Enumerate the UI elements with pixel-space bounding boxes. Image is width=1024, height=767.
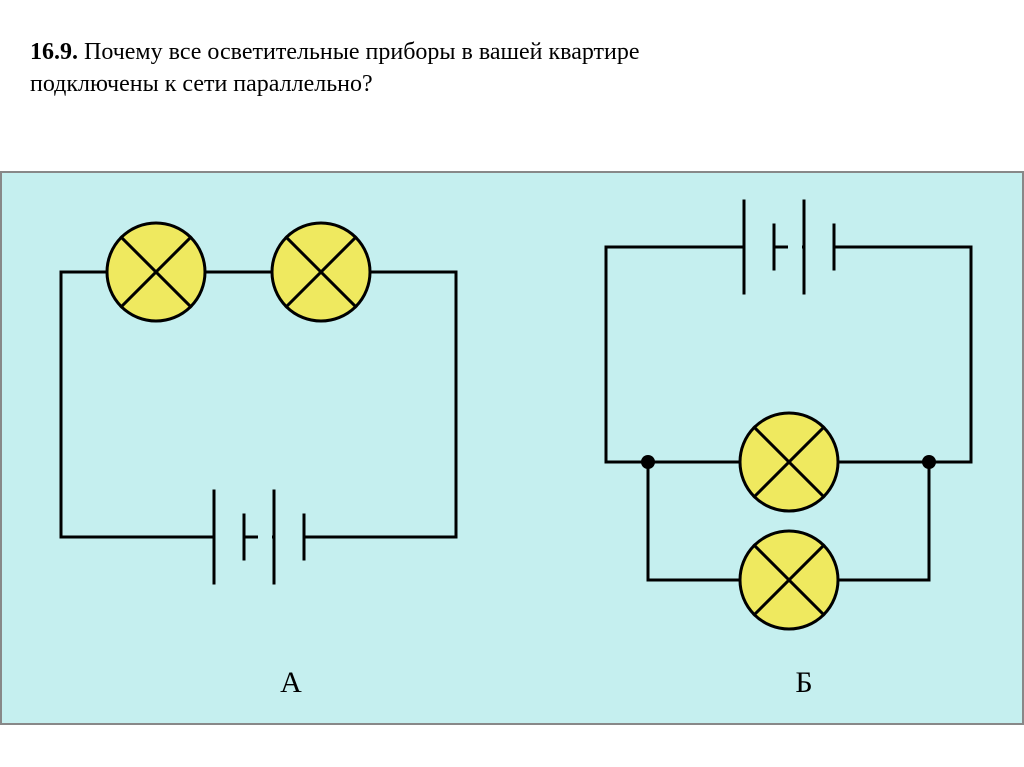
circuit-diagram: АБ: [1, 172, 1023, 724]
svg-text:А: А: [280, 666, 302, 699]
question-line2: подключены к сети параллельно?: [30, 71, 373, 97]
diagram-container: АБ: [0, 171, 1024, 725]
question-line1: Почему все осветительные приборы в вашей…: [84, 39, 640, 65]
question-number: 16.9.: [30, 39, 78, 65]
question-text: 16.9. Почему все осветительные приборы в…: [30, 36, 994, 101]
question-block: 16.9. Почему все осветительные приборы в…: [0, 0, 1024, 131]
svg-text:Б: Б: [795, 666, 812, 699]
